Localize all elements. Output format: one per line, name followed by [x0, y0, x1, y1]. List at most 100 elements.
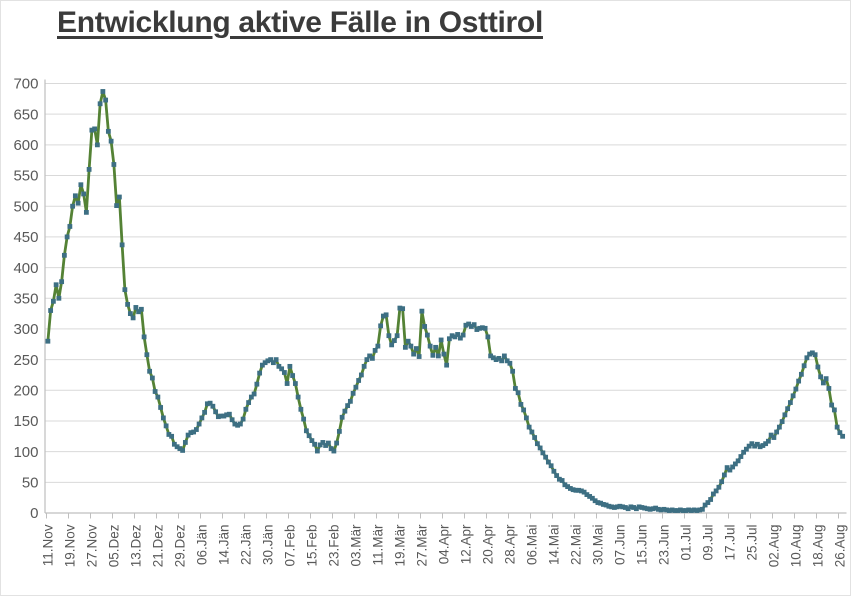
- data-point-marker: [383, 312, 389, 318]
- data-point-marker: [683, 508, 689, 513]
- data-point-marker: [89, 127, 95, 133]
- data-point-marker: [188, 430, 194, 436]
- data-point-marker: [774, 429, 780, 435]
- data-point-marker: [551, 468, 557, 474]
- x-axis-tick-label: 01.Jul: [679, 525, 694, 561]
- data-point-marker: [328, 446, 334, 451]
- data-point-marker: [347, 398, 353, 404]
- data-point-marker: [125, 301, 131, 307]
- data-point-marker: [353, 384, 359, 390]
- series-markers: [45, 89, 846, 513]
- data-point-marker: [664, 507, 670, 513]
- y-axis-tick-label: 600: [13, 137, 38, 154]
- data-point-marker: [482, 325, 488, 331]
- y-axis-tick-label: 250: [13, 352, 38, 369]
- data-point-marker: [94, 142, 100, 148]
- data-point-marker: [163, 423, 169, 429]
- data-point-marker: [83, 209, 89, 215]
- x-axis-tick-label: 04.Apr: [437, 524, 452, 564]
- data-point-marker: [589, 495, 595, 501]
- data-point-marker: [463, 322, 469, 328]
- x-axis-tick-label: 30.Mai: [591, 525, 606, 566]
- data-point-marker: [642, 505, 648, 511]
- data-point-marker: [732, 461, 738, 467]
- x-axis-tick-label: 13.Dez: [129, 524, 144, 567]
- data-point-marker: [686, 507, 692, 513]
- data-point-marker: [820, 380, 826, 386]
- x-axis-tick-label: 18.Aug: [811, 525, 826, 568]
- data-point-marker: [468, 324, 474, 329]
- x-axis-tick-label: 26.Aug: [833, 525, 848, 568]
- x-axis-tick-label: 11.Nov: [41, 524, 56, 566]
- y-axis-tick-label: 550: [13, 168, 38, 185]
- data-point-marker: [171, 441, 177, 447]
- data-point-marker: [259, 362, 265, 368]
- data-point-marker: [721, 472, 727, 478]
- data-point-marker: [444, 362, 450, 368]
- data-point-marker: [141, 334, 147, 340]
- data-point-marker: [270, 360, 276, 366]
- data-point-marker: [587, 494, 593, 499]
- x-axis-tick-label: 14.Mai: [547, 525, 562, 566]
- data-point-marker: [812, 352, 818, 358]
- data-point-marker: [523, 415, 529, 421]
- data-point-marker: [570, 487, 576, 493]
- data-point-marker: [265, 358, 271, 364]
- data-point-marker: [815, 364, 821, 370]
- data-point-marker: [240, 416, 246, 422]
- data-point-marker: [408, 343, 414, 349]
- data-point-marker: [826, 386, 832, 391]
- data-point-marker: [72, 193, 78, 199]
- x-axis-ticks: [46, 513, 839, 519]
- data-point-marker: [350, 390, 356, 396]
- data-point-marker: [281, 370, 287, 375]
- data-point-marker: [457, 335, 463, 341]
- data-point-marker: [367, 353, 373, 359]
- data-point-marker: [697, 507, 703, 513]
- data-point-marker: [419, 308, 425, 314]
- data-point-marker: [191, 429, 197, 435]
- data-point-marker: [562, 482, 568, 488]
- data-point-marker: [765, 438, 771, 444]
- x-axis-tick-label: 05.Dez: [107, 524, 122, 567]
- data-point-marker: [776, 424, 782, 430]
- data-point-marker: [180, 448, 186, 453]
- data-point-marker: [243, 406, 249, 412]
- data-point-marker: [391, 338, 397, 343]
- data-point-marker: [521, 407, 527, 413]
- data-point-marker: [314, 448, 320, 454]
- series-line: [46, 90, 845, 512]
- data-point-marker: [361, 363, 367, 369]
- data-point-marker: [422, 324, 428, 329]
- x-axis-tick-label: 19.Nov: [63, 524, 78, 567]
- data-point-marker: [97, 101, 103, 107]
- data-point-marker: [752, 443, 758, 449]
- data-point-marker: [490, 355, 496, 361]
- data-point-marker: [493, 357, 499, 363]
- data-point-marker: [438, 337, 444, 343]
- data-point-marker: [499, 358, 505, 364]
- y-axis-tick-label: 700: [13, 76, 38, 93]
- data-point-marker: [639, 505, 645, 510]
- data-point-marker: [336, 429, 342, 434]
- data-point-marker: [237, 421, 243, 427]
- data-point-marker: [133, 305, 139, 310]
- data-point-marker: [554, 473, 560, 478]
- data-point-marker: [611, 505, 617, 510]
- data-point-marker: [743, 446, 749, 452]
- data-point-marker: [460, 332, 466, 338]
- data-point-marker: [105, 128, 111, 134]
- data-point-marker: [325, 440, 331, 446]
- data-point-marker: [147, 368, 153, 374]
- data-point-marker: [727, 467, 733, 473]
- data-point-marker: [292, 381, 298, 386]
- data-point-marker: [713, 488, 719, 494]
- data-point-marker: [724, 465, 730, 470]
- data-point-marker: [301, 416, 307, 422]
- data-point-marker: [537, 445, 543, 451]
- y-axis-tick-label: 450: [13, 229, 38, 246]
- data-point-marker: [64, 234, 70, 240]
- x-axis-tick-label: 02.Aug: [767, 525, 782, 568]
- data-point-marker: [284, 381, 290, 386]
- data-point-marker: [452, 334, 458, 340]
